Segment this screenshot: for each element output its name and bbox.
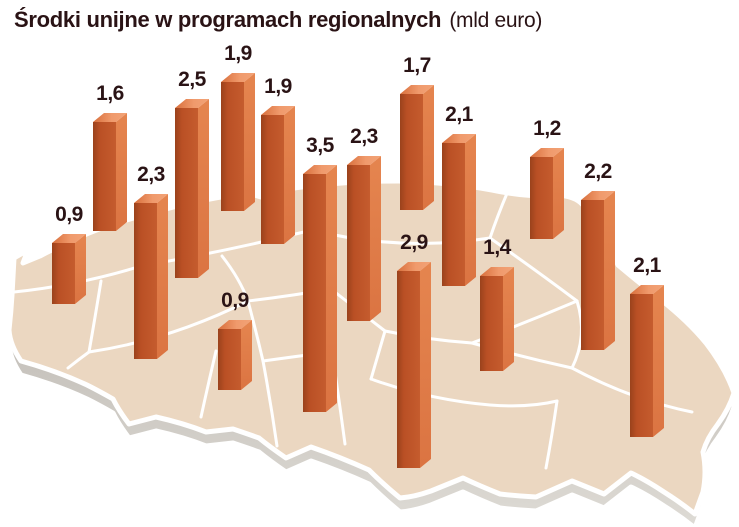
chart-title-main: Środki unijne w programach regionalnych bbox=[14, 7, 442, 32]
bar-front-face bbox=[261, 115, 284, 244]
bar-podlaskie: 1,2 bbox=[530, 117, 564, 239]
bar-side-face bbox=[423, 85, 434, 210]
bar-front-face bbox=[347, 165, 370, 321]
bar-side-face bbox=[116, 113, 127, 231]
bar-value-label: 2,5 bbox=[178, 68, 207, 91]
bar-value-label: 2,1 bbox=[445, 103, 474, 126]
bar-kujawsko-pomorskie: 1,9 bbox=[261, 75, 295, 244]
bar-top-face bbox=[480, 267, 514, 276]
bar-top-face bbox=[347, 156, 381, 165]
bar-front-face bbox=[630, 294, 653, 437]
bar-value-label: 1,6 bbox=[96, 82, 124, 105]
bar-side-face bbox=[420, 262, 431, 468]
bar-łódzkie: 2,3 bbox=[347, 125, 381, 321]
bar-side-face bbox=[198, 99, 209, 278]
bar-front-face bbox=[530, 157, 553, 239]
bar-front-face bbox=[52, 243, 75, 304]
bar-value-label: 2,3 bbox=[137, 163, 165, 186]
bar-podkarpackie: 2,1 bbox=[630, 254, 664, 437]
bar-value-label: 2,2 bbox=[584, 160, 612, 183]
bar-świętokrzyskie: 1,4 bbox=[480, 236, 514, 371]
bar-front-face bbox=[442, 143, 465, 286]
bar-side-face bbox=[157, 194, 168, 359]
bar-top-face bbox=[52, 234, 86, 243]
bar-top-face bbox=[221, 73, 255, 82]
bar-side-face bbox=[604, 191, 615, 350]
bar-front-face bbox=[397, 271, 420, 468]
bars-layer: 1,7 1,9 1,6 1,2 1,9 2,5 2,1 0,9 2,3 2,2 2,3 1,4 0,9 3… bbox=[52, 42, 664, 468]
bar-front-face bbox=[400, 94, 423, 210]
bar-side-face bbox=[370, 156, 381, 321]
bar-front-face bbox=[134, 203, 157, 359]
bar-zachodniopomorskie: 1,6 bbox=[93, 82, 127, 231]
bar-value-label: 3,5 bbox=[306, 134, 335, 157]
bar-front-face bbox=[480, 276, 503, 371]
bar-front-face bbox=[218, 329, 241, 390]
bar-value-label: 1,9 bbox=[224, 42, 252, 65]
bar-side-face bbox=[284, 106, 295, 244]
bar-value-label: 1,2 bbox=[533, 117, 561, 140]
bar-side-face bbox=[75, 234, 86, 304]
bar-top-face bbox=[400, 85, 434, 94]
bar-value-label: 1,9 bbox=[264, 75, 292, 98]
bar-side-face bbox=[653, 285, 664, 437]
bar-front-face bbox=[581, 200, 604, 350]
bar-top-face bbox=[261, 106, 295, 115]
bar-mazowieckie: 2,1 bbox=[442, 103, 476, 286]
bar-front-face bbox=[93, 122, 116, 231]
bar-value-label: 2,9 bbox=[400, 231, 428, 254]
bar-top-face bbox=[218, 320, 252, 329]
bar-lubelskie: 2,2 bbox=[581, 160, 615, 350]
bar-value-label: 2,3 bbox=[350, 125, 378, 148]
bar-top-face bbox=[303, 165, 337, 174]
bar-top-face bbox=[630, 285, 664, 294]
bar-front-face bbox=[221, 82, 244, 211]
bar-side-face bbox=[241, 320, 252, 390]
bar-side-face bbox=[465, 134, 476, 286]
bar-wielkopolskie: 2,5 bbox=[175, 68, 209, 278]
bar-top-face bbox=[93, 113, 127, 122]
bar-value-label: 0,9 bbox=[55, 203, 83, 226]
bar-side-face bbox=[553, 148, 564, 239]
bar-front-face bbox=[175, 108, 198, 278]
bar-top-face bbox=[134, 194, 168, 203]
bar-top-face bbox=[530, 148, 564, 157]
bar-value-label: 0,9 bbox=[221, 289, 249, 312]
bar-side-face bbox=[503, 267, 514, 371]
chart-title: Środki unijne w programach regionalnych … bbox=[14, 7, 542, 33]
bar-top-face bbox=[442, 134, 476, 143]
bar-opolskie: 0,9 bbox=[218, 289, 252, 390]
bar-front-face bbox=[303, 174, 326, 412]
bar-warmińsko-mazurskie: 1,7 bbox=[400, 54, 434, 210]
bar-top-face bbox=[175, 99, 209, 108]
bar-side-face bbox=[326, 165, 337, 412]
bar-lubuskie: 0,9 bbox=[52, 203, 86, 304]
bar-dolnośląskie: 2,3 bbox=[134, 163, 168, 359]
bar-top-face bbox=[581, 191, 615, 200]
bar-value-label: 2,1 bbox=[633, 254, 662, 277]
bar-pomorskie: 1,9 bbox=[221, 42, 255, 211]
chart-title-unit: (mld euro) bbox=[449, 9, 543, 32]
bar-value-label: 1,4 bbox=[483, 236, 512, 259]
bar-top-face bbox=[397, 262, 431, 271]
bar-side-face bbox=[244, 73, 255, 211]
bar-śląskie: 3,5 bbox=[303, 134, 337, 412]
bar-value-label: 1,7 bbox=[403, 54, 431, 77]
bar-małopolskie: 2,9 bbox=[397, 231, 431, 468]
